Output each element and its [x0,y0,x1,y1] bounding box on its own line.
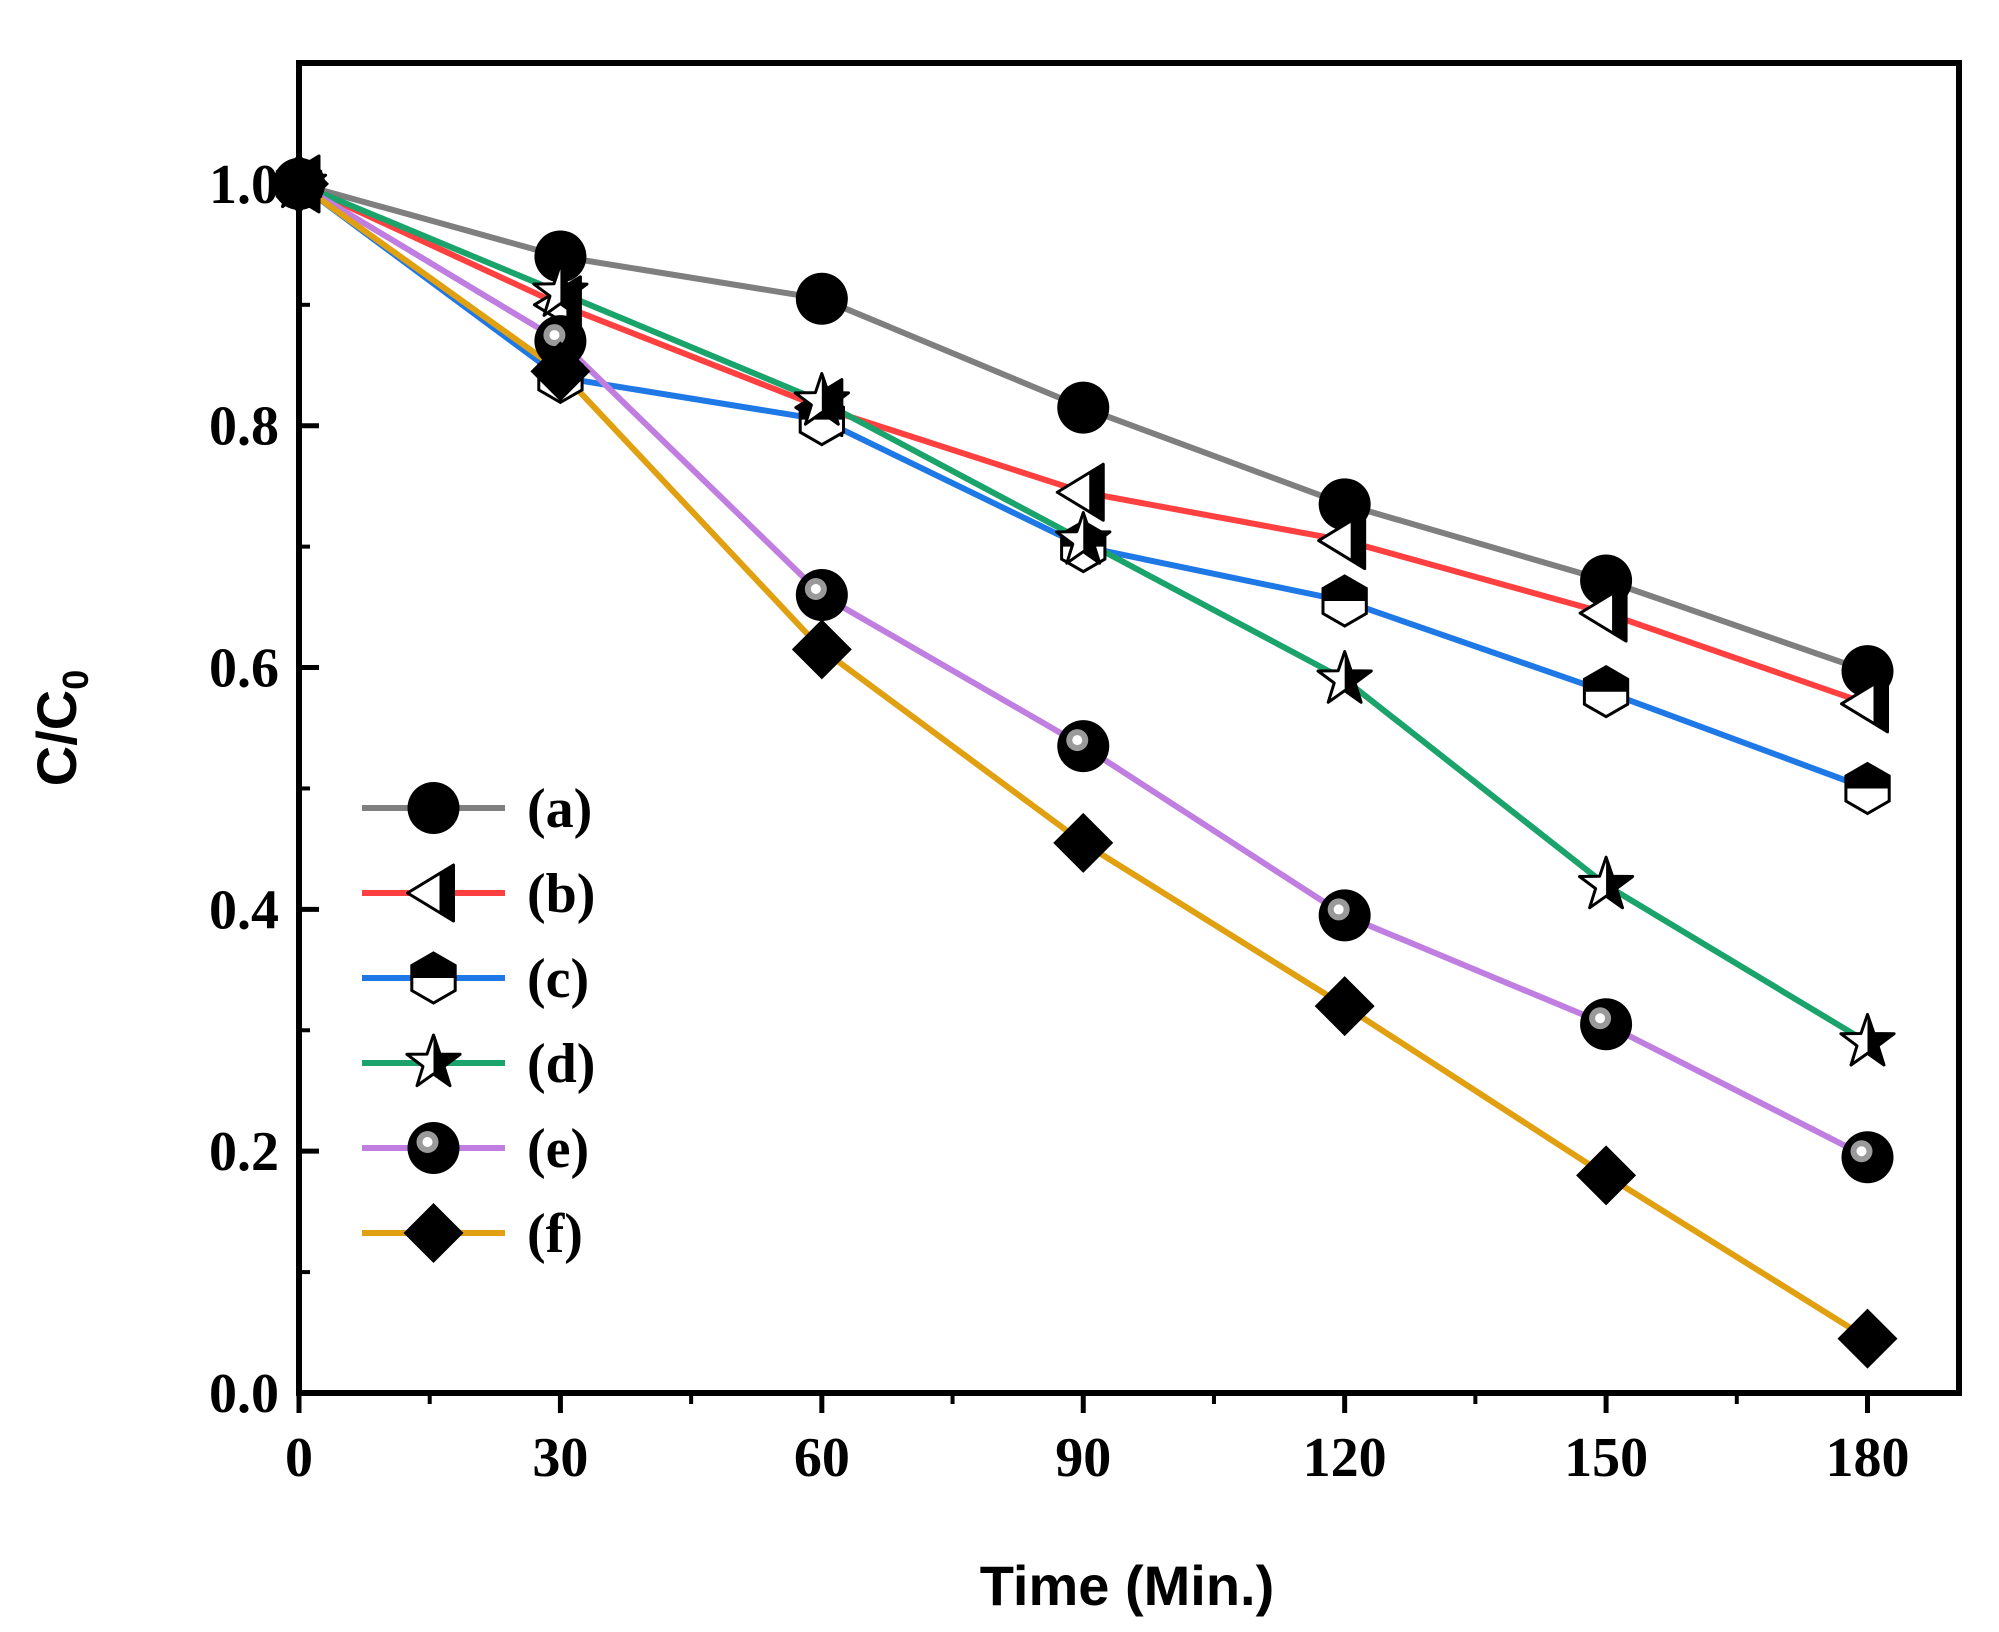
marker-sphere [1057,720,1110,773]
series-points-1 [273,157,1894,698]
marker-star [1578,855,1635,910]
marker-circle [407,782,460,834]
y-tick-label: 0.2 [209,1121,279,1183]
legend-entry: (b) [362,863,595,925]
marker-circle [534,230,587,283]
marker-hexagon [1321,574,1368,628]
marker-star [1316,650,1373,704]
legend-label: (f) [527,1203,583,1265]
legend-label: (a) [527,778,592,840]
marker-sphere [1318,889,1371,942]
marker-hexagon [1582,664,1630,719]
x-tick-label: 90 [1055,1427,1111,1489]
y-tick-label: 0.0 [209,1363,279,1425]
y-axis-title-main: C/C [25,690,88,786]
y-axis-title: C/C0 [25,670,96,786]
series-points-4 [270,154,1896,1067]
marker-hexagon [410,951,457,1005]
y-axis-title-subscript: 0 [55,670,96,690]
y-tick-label: 1.0 [209,154,279,216]
marker-diamond [1053,812,1114,873]
legend-label: (c) [527,948,589,1010]
marker-diamond [1314,976,1375,1037]
y-tick-label: 0.8 [209,396,279,458]
y-tick-label: 0.6 [209,638,279,700]
x-tick-label: 180 [1826,1427,1910,1489]
marker-diamond [1837,1308,1898,1369]
marker-triangle-left [406,863,455,923]
marker-sphere [795,569,848,621]
marker-star [1839,1012,1896,1067]
marker-triangle-left [1055,462,1105,522]
x-tick-label: 60 [794,1427,850,1489]
series-line-2 [297,181,1869,707]
marker-sphere [1841,1131,1894,1184]
marker-triangle-left [1317,511,1367,571]
series-points-6 [269,153,1898,1369]
legend-entry: (f) [362,1203,583,1265]
legend-label: (e) [527,1118,589,1180]
y-tick-label: 0.4 [209,879,279,941]
legend-entry: (a) [362,778,592,840]
marker-triangle-left [1578,583,1628,643]
marker-hexagon [1844,761,1891,816]
marker-star [405,1033,462,1088]
x-tick-label: 30 [532,1427,588,1489]
plot-frame [296,60,1962,1396]
marker-sphere [1580,998,1633,1051]
marker-star [793,372,850,426]
marker-diamond [530,341,591,402]
series-line-5 [297,181,1869,1160]
marker-star [532,263,589,317]
legend-label: (d) [527,1033,595,1095]
marker-sphere [534,315,587,368]
marker-triangle-left [1840,674,1890,734]
marker-diamond [403,1203,464,1263]
marker-diamond [269,153,329,214]
marker-star [1055,511,1112,565]
x-tick-label: 0 [285,1427,313,1489]
x-tick-label: 120 [1303,1427,1387,1489]
legend-entry: (e) [362,1118,589,1180]
legend-entry: (c) [362,948,589,1010]
marker-circle [795,272,848,325]
x-tick-label: 150 [1564,1427,1648,1489]
marker-diamond [791,619,852,680]
legend-entry: (d) [362,1033,595,1095]
x-axis-title: Time (Min.) [980,1554,1275,1617]
legend-label: (b) [527,863,595,925]
marker-diamond [1576,1145,1637,1206]
series-points-5 [273,157,1894,1184]
marker-circle [1057,381,1110,434]
marker-sphere [407,1122,460,1174]
